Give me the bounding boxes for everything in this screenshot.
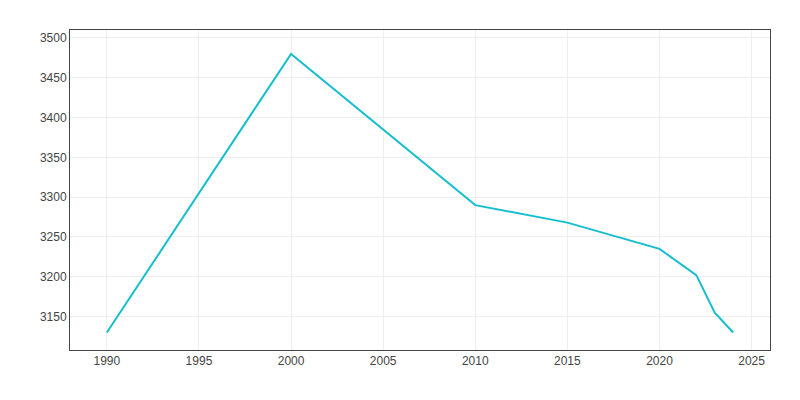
svg-text:3250: 3250 (40, 230, 67, 244)
svg-text:1995: 1995 (186, 354, 213, 368)
svg-text:2015: 2015 (554, 354, 581, 368)
svg-text:3150: 3150 (40, 310, 67, 324)
svg-text:3300: 3300 (40, 190, 67, 204)
svg-text:2025: 2025 (738, 354, 765, 368)
svg-text:3400: 3400 (40, 111, 67, 125)
svg-text:2010: 2010 (462, 354, 489, 368)
svg-text:2005: 2005 (370, 354, 397, 368)
svg-text:2020: 2020 (646, 354, 673, 368)
svg-text:3500: 3500 (40, 31, 67, 45)
svg-text:3450: 3450 (40, 71, 67, 85)
svg-text:3350: 3350 (40, 151, 67, 165)
svg-text:3200: 3200 (40, 270, 67, 284)
svg-text:2000: 2000 (278, 354, 305, 368)
svg-text:1990: 1990 (93, 354, 120, 368)
